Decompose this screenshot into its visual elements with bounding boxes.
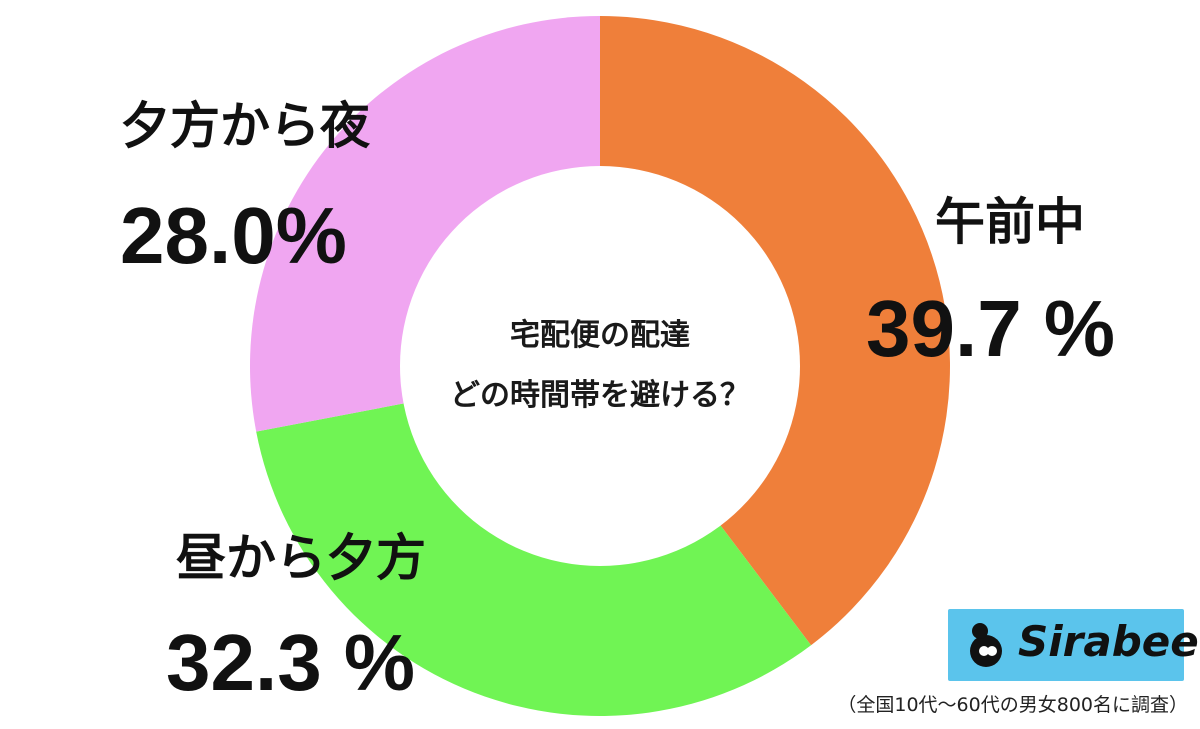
label-gozenchu: 午前中: [935, 193, 1085, 251]
center-title-line-1: 宅配便の配達: [510, 318, 690, 353]
label-yugata-kara-yoru: 夕方から夜: [120, 97, 370, 155]
label-hiru-kara-yugata: 昼から夕方: [176, 529, 426, 587]
donut-hole: [400, 166, 800, 566]
center-title-line-2: どの時間帯を避ける？: [450, 378, 750, 413]
survey-footnote: （全国10代〜60代の男女800名に調査）: [837, 694, 1188, 716]
sirabee-logo: Sirabee: [948, 609, 1199, 681]
sirabee-mark-icon: [970, 623, 1002, 667]
value-hiru-kara-yugata: 32.3 %: [166, 618, 416, 707]
value-gozenchu: 39.7 %: [866, 284, 1116, 373]
value-yugata-kara-yoru: 28.0%: [120, 191, 347, 280]
sirabee-logo-text: Sirabee: [1018, 617, 1199, 666]
